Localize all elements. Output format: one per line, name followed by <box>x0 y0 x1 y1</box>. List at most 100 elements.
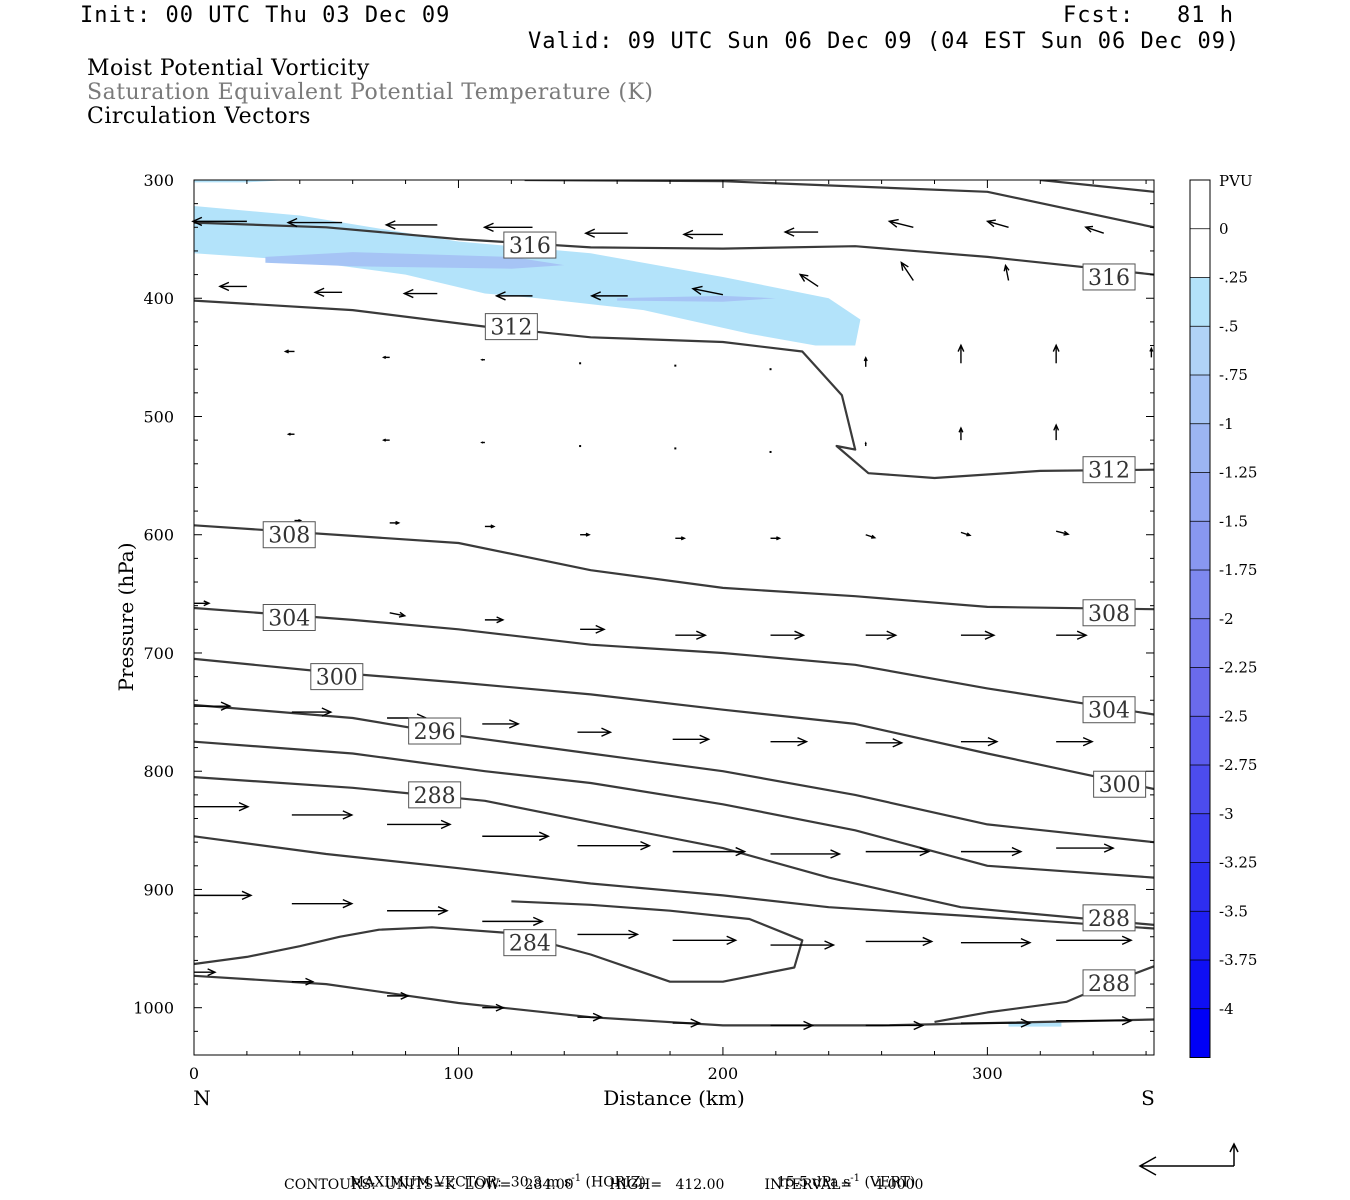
colorbar-swatch <box>1190 521 1210 570</box>
svg-text:308: 308 <box>1088 602 1130 627</box>
forecast-hour: Fcst: 81 h <box>1063 3 1234 28</box>
x-tick: 0 <box>189 180 199 1083</box>
contour-label: 296 <box>408 717 462 745</box>
contour-label: 300 <box>310 663 364 691</box>
circulation-vector <box>865 846 931 857</box>
circulation-vector <box>960 531 972 537</box>
colorbar-swatch <box>1190 765 1210 814</box>
theta-contour-line <box>194 974 1154 1027</box>
colorbar-unit: PVU <box>1219 172 1253 190</box>
y-tick: 1000 <box>133 999 1154 1018</box>
circulation-vector <box>484 524 496 529</box>
svg-text:-1.5: -1.5 <box>1219 512 1248 530</box>
circulation-vector <box>389 611 407 618</box>
circulation-vector <box>286 217 343 228</box>
circulation-vector <box>682 229 723 240</box>
svg-text:-2: -2 <box>1219 610 1234 628</box>
svg-text:300: 300 <box>143 171 174 190</box>
circulation-vector <box>770 940 836 950</box>
circulation-vector <box>577 1012 604 1022</box>
svg-text:200: 200 <box>708 1064 739 1083</box>
contour-label: 304 <box>1082 696 1136 724</box>
max-vector-vert-exp: -1 <box>850 1173 861 1184</box>
svg-text:-4: -4 <box>1219 1000 1234 1018</box>
colorbar-swatch <box>1190 862 1210 912</box>
svg-text:400: 400 <box>143 289 174 308</box>
circulation-vector <box>402 288 438 299</box>
svg-text:-3.25: -3.25 <box>1219 854 1257 872</box>
circulation-vector <box>494 291 533 301</box>
circulation-vector <box>480 441 485 444</box>
circulation-vector <box>313 287 343 298</box>
colorbar-swatch <box>1190 423 1210 473</box>
circulation-vector <box>675 536 687 541</box>
colorbar-tick: -.5 <box>1190 317 1238 335</box>
north-label: N <box>193 1086 211 1110</box>
circulation-vector <box>1056 1016 1133 1026</box>
circulation-vector <box>672 1018 702 1028</box>
circulation-vector <box>783 227 819 237</box>
circulation-vector <box>283 349 295 354</box>
circulation-vector <box>381 355 390 359</box>
theta-contour-line <box>194 703 1154 844</box>
colorbar-tick: -1.25 <box>1190 464 1257 482</box>
svg-text:304: 304 <box>1088 699 1130 724</box>
circulation-vector <box>865 738 904 748</box>
circulation-vector <box>770 736 809 747</box>
theta-contour-line <box>524 180 1154 229</box>
valid-time: Valid: 09 UTC Sun 06 Dec 09 (04 EST Sun … <box>528 29 1241 54</box>
circulation-vector <box>482 719 520 729</box>
svg-text:284: 284 <box>509 932 551 957</box>
pv-shade-region-1 <box>265 252 565 269</box>
circulation-vector <box>286 432 295 436</box>
circulation-vector <box>865 1020 925 1031</box>
colorbar-swatch <box>1190 180 1210 229</box>
svg-text:-.75: -.75 <box>1219 366 1248 384</box>
circulation-vector <box>218 281 247 292</box>
svg-text:-1.25: -1.25 <box>1219 464 1257 482</box>
circulation-vector <box>580 624 606 634</box>
circulation-vector <box>1056 630 1088 640</box>
max-vector-horiz-exp: -1 <box>571 1173 582 1184</box>
contour-label: 308 <box>262 521 316 549</box>
circulation-vector <box>291 977 315 986</box>
circulation-vector <box>770 849 842 859</box>
circulation-vector <box>960 736 999 747</box>
circulation-vector <box>1055 530 1070 536</box>
contour-label: 312 <box>1082 456 1136 484</box>
svg-text:800: 800 <box>143 762 174 781</box>
theta-contour-line <box>1040 180 1154 193</box>
circulation-vector <box>1056 935 1133 945</box>
svg-text:-2.25: -2.25 <box>1219 659 1257 677</box>
svg-text:288: 288 <box>1088 972 1130 997</box>
svg-text:296: 296 <box>414 720 456 745</box>
circulation-vector <box>577 929 640 940</box>
circulation-vector <box>482 222 533 232</box>
plot-frame <box>193 179 1155 1056</box>
colorbar-swatch <box>1190 472 1210 522</box>
svg-text:0: 0 <box>1219 220 1229 238</box>
svg-text:316: 316 <box>509 234 551 259</box>
colorbar-swatch <box>1190 667 1210 717</box>
circulation-vector <box>291 810 354 820</box>
colorbar-swatch <box>1190 228 1210 278</box>
pv-shade-region-4 <box>194 180 287 183</box>
colorbar-tick: -.25 <box>1190 269 1248 287</box>
svg-text:100: 100 <box>443 1064 474 1083</box>
circulation-vector <box>194 968 217 977</box>
colorbar-swatch <box>1190 326 1210 375</box>
circulation-vector <box>194 802 250 812</box>
svg-text:300: 300 <box>1099 773 1141 798</box>
colorbar-tick: -2.25 <box>1190 659 1257 677</box>
pv-shade-region-0 <box>194 206 861 346</box>
contours-info: CONTOURS: UNITS=K LOW= 284.00 HIGH= 412.… <box>284 1177 924 1193</box>
circulation-vector <box>958 426 964 441</box>
max-vector-vert-tail: (VERT) <box>860 1174 916 1191</box>
svg-text:-3: -3 <box>1219 805 1234 823</box>
contour-label: 300 <box>1093 770 1147 798</box>
colorbar-swatch <box>1190 375 1210 424</box>
circulation-vectors <box>191 216 1154 1031</box>
circulation-vector <box>770 536 782 541</box>
pv-shading <box>194 180 1062 1027</box>
